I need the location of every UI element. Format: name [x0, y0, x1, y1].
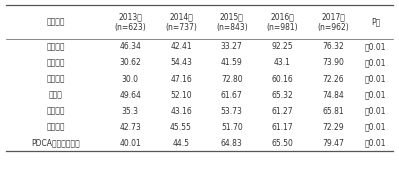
- Text: 49.64: 49.64: [119, 91, 141, 100]
- Text: ＜0.01: ＜0.01: [365, 123, 387, 132]
- Text: 72.29: 72.29: [322, 123, 344, 132]
- Text: 61.67: 61.67: [221, 91, 243, 100]
- Text: ＜0.01: ＜0.01: [365, 139, 387, 148]
- Text: 65.81: 65.81: [322, 107, 344, 116]
- Text: 2015年
(n=843): 2015年 (n=843): [216, 12, 248, 32]
- Text: 主动筛查: 主动筛查: [46, 123, 65, 132]
- Text: 51.70: 51.70: [221, 123, 243, 132]
- Text: 44.5: 44.5: [172, 139, 190, 148]
- Text: 30.0: 30.0: [122, 75, 139, 83]
- Text: 54.43: 54.43: [170, 58, 192, 67]
- Text: 30.62: 30.62: [119, 58, 141, 67]
- Text: 73.90: 73.90: [322, 58, 344, 67]
- Text: 35.3: 35.3: [122, 107, 139, 116]
- Text: 79.47: 79.47: [322, 139, 344, 148]
- Text: 64.83: 64.83: [221, 139, 243, 148]
- Text: 2014年
(n=737): 2014年 (n=737): [165, 12, 197, 32]
- Text: 隔离标识: 隔离标识: [46, 58, 65, 67]
- Text: 2016年
(n=981): 2016年 (n=981): [267, 12, 298, 32]
- Text: PDCA持续改进监控: PDCA持续改进监控: [31, 139, 80, 148]
- Text: 41.59: 41.59: [221, 58, 243, 67]
- Text: 65.32: 65.32: [272, 91, 293, 100]
- Text: 2017年
(n=962): 2017年 (n=962): [317, 12, 349, 32]
- Text: 43.16: 43.16: [170, 107, 192, 116]
- Text: 42.73: 42.73: [119, 123, 141, 132]
- Text: 床旁标识: 床旁标识: [46, 107, 65, 116]
- Text: 53.73: 53.73: [221, 107, 243, 116]
- Text: P值: P值: [371, 17, 380, 27]
- Text: 43.1: 43.1: [274, 58, 291, 67]
- Text: 防护用品: 防护用品: [46, 75, 65, 83]
- Text: ＜0.01: ＜0.01: [365, 58, 387, 67]
- Text: ＜0.01: ＜0.01: [365, 91, 387, 100]
- Text: 40.01: 40.01: [119, 139, 141, 148]
- Text: 防控措施: 防控措施: [46, 17, 65, 27]
- Text: ＜0.01: ＜0.01: [365, 107, 387, 116]
- Text: 46.34: 46.34: [119, 42, 141, 51]
- Text: 33.27: 33.27: [221, 42, 243, 51]
- Text: 65.50: 65.50: [272, 139, 293, 148]
- Text: 61.27: 61.27: [272, 107, 293, 116]
- Text: 52.10: 52.10: [170, 91, 192, 100]
- Text: 74.84: 74.84: [322, 91, 344, 100]
- Text: 60.16: 60.16: [272, 75, 293, 83]
- Text: 92.25: 92.25: [272, 42, 293, 51]
- Text: 76.32: 76.32: [322, 42, 344, 51]
- Text: 47.16: 47.16: [170, 75, 192, 83]
- Text: 45.55: 45.55: [170, 123, 192, 132]
- Text: 2013年
(n=623): 2013年 (n=623): [115, 12, 146, 32]
- Text: ＜0.01: ＜0.01: [365, 75, 387, 83]
- Text: 61.17: 61.17: [272, 123, 293, 132]
- Text: 42.41: 42.41: [170, 42, 192, 51]
- Text: ＜0.01: ＜0.01: [365, 42, 387, 51]
- Text: 手卫生: 手卫生: [49, 91, 62, 100]
- Text: 72.26: 72.26: [322, 75, 344, 83]
- Text: 72.80: 72.80: [221, 75, 243, 83]
- Text: 洗手依从: 洗手依从: [46, 42, 65, 51]
